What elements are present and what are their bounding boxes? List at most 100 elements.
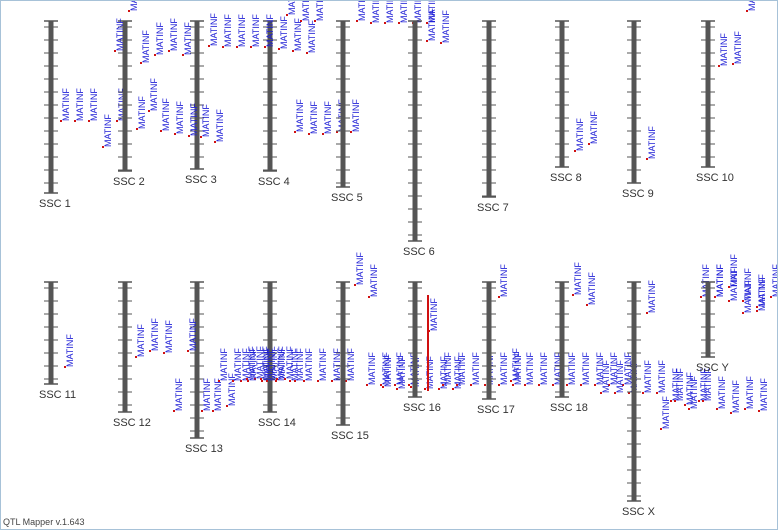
qtl-label[interactable]: MATINF [277, 346, 287, 379]
qtl-label[interactable]: MATINF [747, 1, 757, 11]
qtl-marker[interactable] [174, 133, 176, 135]
qtl-label[interactable]: MATINF [150, 318, 160, 351]
qtl-label[interactable]: MATINF [103, 114, 113, 147]
qtl-marker[interactable] [294, 380, 296, 382]
qtl-label[interactable]: MATINF [539, 352, 549, 385]
qtl-marker[interactable] [524, 384, 526, 386]
qtl-marker[interactable] [588, 143, 590, 145]
qtl-marker[interactable] [336, 131, 338, 133]
qtl-marker[interactable] [684, 404, 686, 406]
qtl-label[interactable]: MATINF [701, 264, 711, 297]
qtl-marker[interactable] [396, 388, 398, 390]
qtl-marker[interactable] [254, 378, 256, 380]
qtl-marker[interactable] [247, 380, 249, 382]
chromosome-bar-ssc-3[interactable] [194, 21, 200, 169]
qtl-label[interactable]: MATINF [573, 262, 583, 295]
qtl-label[interactable]: MATINF [309, 101, 319, 134]
qtl-label[interactable]: MATINF [351, 99, 361, 132]
qtl-marker[interactable] [370, 22, 372, 24]
qtl-label[interactable]: MATINF [453, 356, 463, 389]
qtl-marker[interactable] [674, 400, 676, 402]
qtl-label[interactable]: MATINF [429, 298, 439, 331]
qtl-marker[interactable] [410, 386, 412, 388]
qtl-marker[interactable] [698, 400, 700, 402]
qtl-marker[interactable] [148, 110, 150, 112]
qtl-label[interactable]: MATINF [149, 78, 159, 111]
qtl-label[interactable]: MATINF [397, 356, 407, 389]
qtl-marker[interactable] [160, 130, 162, 132]
qtl-marker[interactable] [382, 386, 384, 388]
chromosome-bar-ssc-14[interactable] [267, 282, 273, 412]
qtl-label[interactable]: MATINF [233, 348, 243, 381]
qtl-marker[interactable] [136, 128, 138, 130]
qtl-label[interactable]: MATINF [117, 88, 127, 121]
qtl-marker[interactable] [728, 300, 730, 302]
qtl-marker[interactable] [716, 408, 718, 410]
qtl-marker[interactable] [646, 158, 648, 160]
qtl-label[interactable]: MATINF [731, 380, 741, 413]
qtl-label[interactable]: MATINF [675, 368, 685, 401]
qtl-marker[interactable] [380, 384, 382, 386]
qtl-label[interactable]: MATINF [413, 1, 423, 23]
qtl-label[interactable]: MATINF [189, 103, 199, 136]
qtl-marker[interactable] [208, 45, 210, 47]
chromosome-bar-ssc-y[interactable] [705, 282, 711, 357]
chromosome-bar-ssc-13[interactable] [194, 282, 200, 438]
qtl-label[interactable]: MATINF [285, 346, 295, 379]
qtl-marker[interactable] [308, 133, 310, 135]
qtl-marker[interactable] [266, 380, 268, 382]
qtl-marker[interactable] [470, 384, 472, 386]
qtl-marker[interactable] [366, 384, 368, 386]
qtl-marker[interactable] [484, 384, 486, 386]
qtl-label[interactable]: MATINF [427, 1, 437, 23]
qtl-label[interactable]: MATINF [223, 14, 233, 47]
qtl-label[interactable]: MATINF [295, 99, 305, 132]
qtl-marker[interactable] [102, 146, 104, 148]
qtl-marker[interactable] [572, 294, 574, 296]
qtl-label[interactable]: MATINF [439, 356, 449, 389]
qtl-label[interactable]: MATINF [757, 278, 767, 311]
qtl-marker[interactable] [356, 20, 358, 22]
chromosome-bar-ssc-12[interactable] [122, 282, 128, 412]
qtl-label[interactable]: MATINF [355, 252, 365, 285]
qtl-marker[interactable] [60, 120, 62, 122]
qtl-marker[interactable] [438, 388, 440, 390]
qtl-marker[interactable] [264, 46, 266, 48]
qtl-marker[interactable] [322, 133, 324, 135]
qtl-marker[interactable] [232, 380, 234, 382]
qtl-marker[interactable] [116, 120, 118, 122]
qtl-marker[interactable] [408, 384, 410, 386]
qtl-marker[interactable] [236, 46, 238, 48]
qtl-label[interactable]: MATINF [601, 360, 611, 393]
qtl-marker[interactable] [442, 384, 444, 386]
qtl-marker[interactable] [580, 384, 582, 386]
qtl-marker[interactable] [586, 304, 588, 306]
qtl-label[interactable]: MATINF [75, 88, 85, 121]
qtl-label[interactable]: MATINF [729, 254, 739, 287]
qtl-marker[interactable] [498, 384, 500, 386]
qtl-marker[interactable] [149, 350, 151, 352]
qtl-marker[interactable] [188, 135, 190, 137]
qtl-marker[interactable] [275, 380, 277, 382]
qtl-label[interactable]: MATINF [647, 126, 657, 159]
qtl-marker[interactable] [284, 378, 286, 380]
qtl-label[interactable]: MATINF [276, 348, 286, 381]
qtl-label[interactable]: MATINF [609, 352, 619, 385]
qtl-label[interactable]: MATINF [290, 348, 300, 381]
qtl-label[interactable]: MATINF [499, 352, 509, 385]
qtl-label[interactable]: MATINF [61, 88, 71, 121]
qtl-label[interactable]: MATINF [209, 13, 219, 46]
qtl-marker[interactable] [424, 388, 426, 390]
qtl-label[interactable]: MATINF [202, 378, 212, 411]
qtl-marker[interactable] [384, 22, 386, 24]
qtl-label[interactable]: MATINF [395, 352, 405, 385]
qtl-marker[interactable] [294, 131, 296, 133]
qtl-marker[interactable] [512, 384, 514, 386]
qtl-label[interactable]: MATINF [367, 352, 377, 385]
qtl-label[interactable]: MATINF [369, 264, 379, 297]
qtl-marker[interactable] [368, 296, 370, 298]
qtl-label[interactable]: MATINF [161, 98, 171, 131]
qtl-label[interactable]: MATINF [743, 268, 753, 301]
qtl-label[interactable]: MATINF [301, 1, 311, 21]
qtl-label[interactable]: MATINF [717, 376, 727, 409]
